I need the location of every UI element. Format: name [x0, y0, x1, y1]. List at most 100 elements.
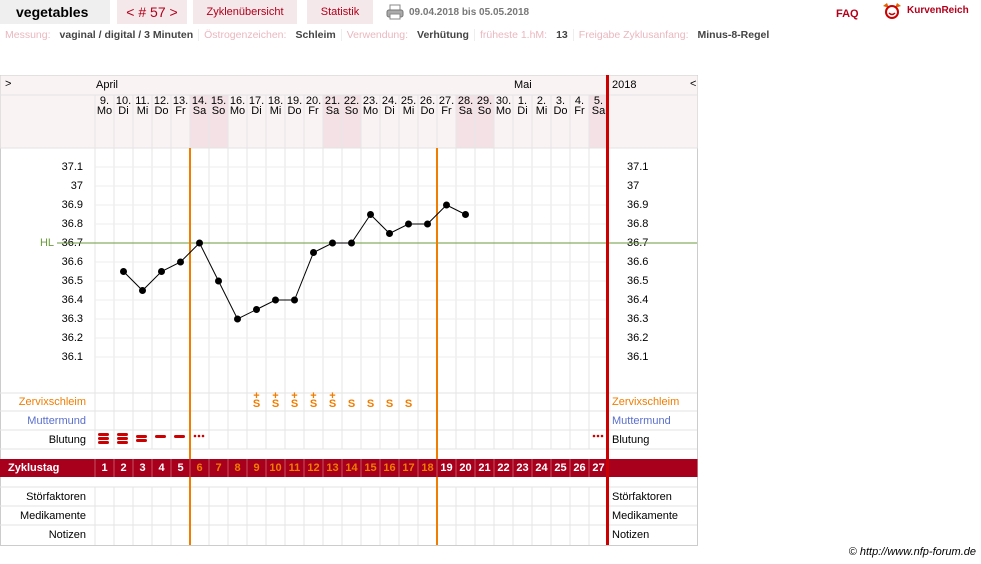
y-tick-label: 36.2 [62, 332, 83, 344]
y-tick-label: 36.6 [62, 256, 83, 268]
nav-next: < [690, 78, 696, 90]
info-item: Freigabe Zyklusanfang: Minus-8-Regel [572, 29, 775, 41]
mucus-mark: S [291, 398, 298, 410]
weekday-label: Do [420, 105, 434, 117]
hl-label: HL [40, 237, 54, 249]
cycle-nav[interactable]: < # 57 > [117, 0, 187, 24]
copyright: © http://www.nfp-forum.de [849, 546, 976, 558]
mucus-mark: S [329, 398, 336, 410]
day-label: 22. [344, 95, 359, 107]
weekday-label: Mi [536, 105, 548, 117]
logo[interactable]: KurvenReich [907, 4, 969, 16]
bleeding-icon [174, 435, 185, 438]
info-value: Verhütung [417, 29, 469, 41]
weekday-label: Mi [137, 105, 149, 117]
temperature-point [348, 239, 355, 247]
y-tick-label: 36.5 [62, 275, 83, 287]
cycle-day: 14 [345, 462, 358, 474]
mucus-mark: S [348, 398, 355, 410]
mucus-plus: + [291, 390, 297, 402]
bleeding-icon [98, 433, 109, 436]
day-label: 9. [100, 95, 109, 107]
cycle-day: 13 [326, 462, 338, 474]
cycle-day: 12 [307, 462, 319, 474]
temperature-point [234, 315, 241, 323]
weekday-label: Sa [459, 105, 473, 117]
weekend-shade [589, 95, 608, 148]
temperature-point [272, 296, 279, 304]
bleeding-icon [117, 437, 128, 440]
y-tick-label: 36.6 [627, 256, 648, 268]
day-label: 17. [249, 95, 264, 107]
info-label: Messung: [5, 29, 51, 41]
weekend-shade [456, 95, 475, 148]
spotting-dot [201, 434, 205, 438]
bleeding-icon [98, 441, 109, 444]
weekday-label: Sa [326, 105, 340, 117]
tab[interactable]: Statistik [307, 0, 373, 24]
cycle-day: 20 [459, 462, 471, 474]
y-tick-label: 36.1 [62, 351, 83, 363]
weekday-label: Sa [193, 105, 207, 117]
y-tick-label: 36.2 [627, 332, 648, 344]
weekday-label: Di [251, 105, 261, 117]
temperature-point [139, 287, 146, 294]
y-tick-label: 36.4 [627, 294, 648, 306]
year: 2018 [612, 79, 636, 91]
cycle-day-label: Zyklustag [8, 462, 59, 474]
mucus-mark: S [310, 398, 317, 410]
cycle-day: 16 [383, 462, 395, 474]
cycle-day: 5 [177, 462, 183, 474]
temperature-point [405, 220, 412, 228]
day-label: 28. [458, 95, 473, 107]
row-label: Medikamente [20, 510, 86, 522]
cycle-day: 21 [478, 462, 490, 474]
info-label: Östrogenzeichen: [204, 29, 287, 41]
faq-link[interactable]: FAQ [836, 8, 859, 20]
y-tick-label: 36.4 [62, 294, 83, 306]
info-value: Schleim [295, 29, 336, 41]
day-label: 5. [594, 95, 603, 107]
weekend-shade [209, 95, 228, 148]
y-tick-label: 36.9 [62, 199, 83, 211]
bleeding-icon [136, 439, 147, 442]
cycle-day: 24 [535, 462, 548, 474]
cycle-day: 11 [289, 462, 301, 474]
y-tick-label: 37 [627, 180, 639, 192]
temperature-point [386, 230, 393, 237]
weekday-label: Di [384, 105, 394, 117]
cycle-day: 8 [234, 462, 240, 474]
weekday-label: Mi [270, 105, 282, 117]
weekday-label: Fr [441, 105, 452, 117]
info-bar: Messung: vaginal / digital / 3 Minuten Öst… [5, 29, 774, 41]
y-tick-label: 37 [71, 180, 83, 192]
day-label: 14. [192, 95, 207, 107]
logo-icon [883, 3, 901, 19]
temperature-point [291, 296, 298, 304]
temperature-point [120, 268, 127, 275]
cycle-day: 9 [253, 462, 259, 474]
cycle-day: 15 [364, 462, 376, 474]
cycle-day: 25 [554, 462, 566, 474]
weekday-label: Mo [230, 105, 245, 117]
print-icon[interactable] [386, 4, 404, 20]
row-label: Störfaktoren [26, 491, 86, 503]
cycle-day: 6 [196, 462, 202, 474]
weekday-label: Do [154, 105, 168, 117]
bleeding-icons [98, 433, 604, 444]
mucus-mark: S [405, 398, 412, 410]
temperature-point [443, 201, 450, 209]
cycle-day: 7 [215, 462, 221, 474]
day-label: 18. [268, 95, 283, 107]
weekday-label: Fr [574, 105, 585, 117]
weekend-shade [342, 95, 361, 148]
info-label: Verwendung: [346, 29, 409, 41]
cycle-day: 3 [139, 462, 145, 474]
cycle-day: 19 [440, 462, 452, 474]
temperature-point [215, 277, 222, 285]
weekday-label: Mo [97, 105, 112, 117]
tab[interactable]: Zyklenübersicht [193, 0, 297, 24]
temperature-point [424, 220, 431, 228]
